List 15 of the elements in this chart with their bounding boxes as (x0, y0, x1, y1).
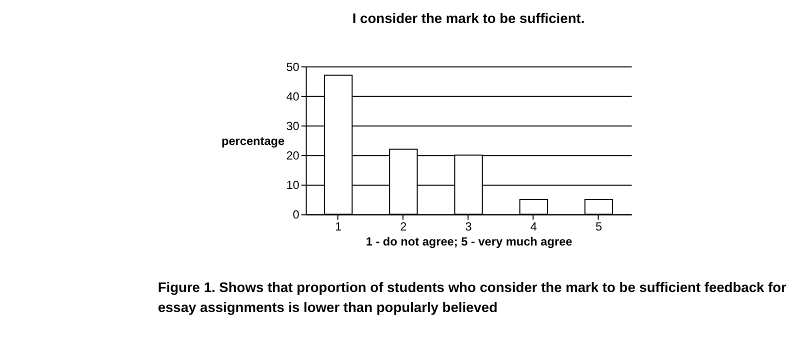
y-tick-label: 20 (286, 148, 300, 163)
y-tick-label: 30 (286, 118, 300, 133)
chart-title: I consider the mark to be sufficient. (352, 10, 585, 26)
x-tick-label: 1 (335, 220, 342, 234)
x-axis-title: 1 - do not agree; 5 - very much agree (366, 234, 573, 248)
x-tick-label: 3 (465, 220, 472, 234)
y-axis-title: percentage (221, 134, 285, 148)
y-tick-label: 10 (286, 178, 300, 192)
y-tick-label: 40 (286, 89, 300, 104)
x-tick-label: 5 (595, 220, 602, 234)
y-tick-label: 50 (286, 60, 300, 74)
x-tick-label: 2 (400, 220, 407, 234)
y-tick-label: 0 (292, 208, 300, 222)
x-tick-label: 4 (530, 220, 538, 234)
caption: Figure 1. Shows that proportion of students who consider the mark to be sufficient feedback for essay assignments is lower than popularly believed (158, 280, 788, 315)
